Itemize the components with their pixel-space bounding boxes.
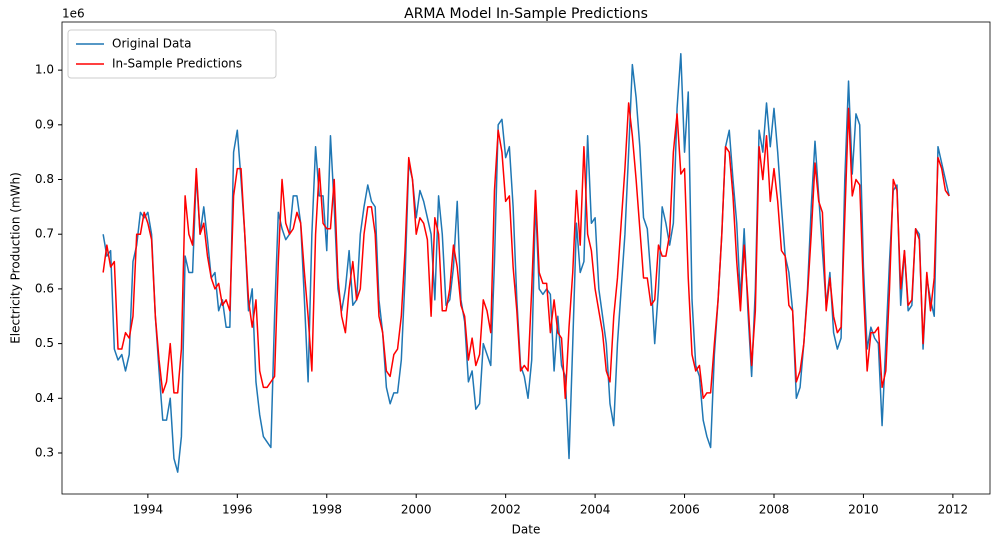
- y-tick-label: 0.3: [35, 445, 54, 459]
- legend-label: In-Sample Predictions: [112, 57, 242, 71]
- plot-frame: [61, 21, 991, 495]
- y-tick-label: 0.8: [35, 172, 54, 186]
- series-line: [102, 102, 950, 400]
- x-tick-label: 2004: [580, 503, 611, 517]
- x-tick-label: 2006: [669, 503, 700, 517]
- x-tick-label: 2012: [938, 503, 969, 517]
- y-tick-label: 0.4: [35, 391, 54, 405]
- legend-label: Original Data: [112, 37, 191, 51]
- x-tick-label: 2002: [490, 503, 521, 517]
- chart-title: ARMA Model In-Sample Predictions: [404, 6, 648, 22]
- x-tick-label: 2010: [848, 503, 879, 517]
- y-offset-label: 1e6: [62, 7, 85, 21]
- x-tick-label: 2000: [401, 503, 432, 517]
- x-tick-label: 1994: [133, 503, 164, 517]
- y-tick-label: 0.7: [35, 227, 54, 241]
- x-tick-label: 1998: [311, 503, 342, 517]
- y-tick-label: 0.6: [35, 281, 54, 295]
- y-axis-label: Electricity Production (mWh): [9, 172, 23, 344]
- y-tick-label: 0.9: [35, 117, 54, 131]
- legend-box: [67, 29, 277, 79]
- x-tick-label: 1996: [222, 503, 253, 517]
- y-tick-label: 0.5: [35, 336, 54, 350]
- series-line: [102, 52, 950, 473]
- x-tick-label: 2008: [759, 503, 790, 517]
- y-tick-label: 1.0: [35, 63, 54, 77]
- x-axis-label: Date: [512, 523, 541, 537]
